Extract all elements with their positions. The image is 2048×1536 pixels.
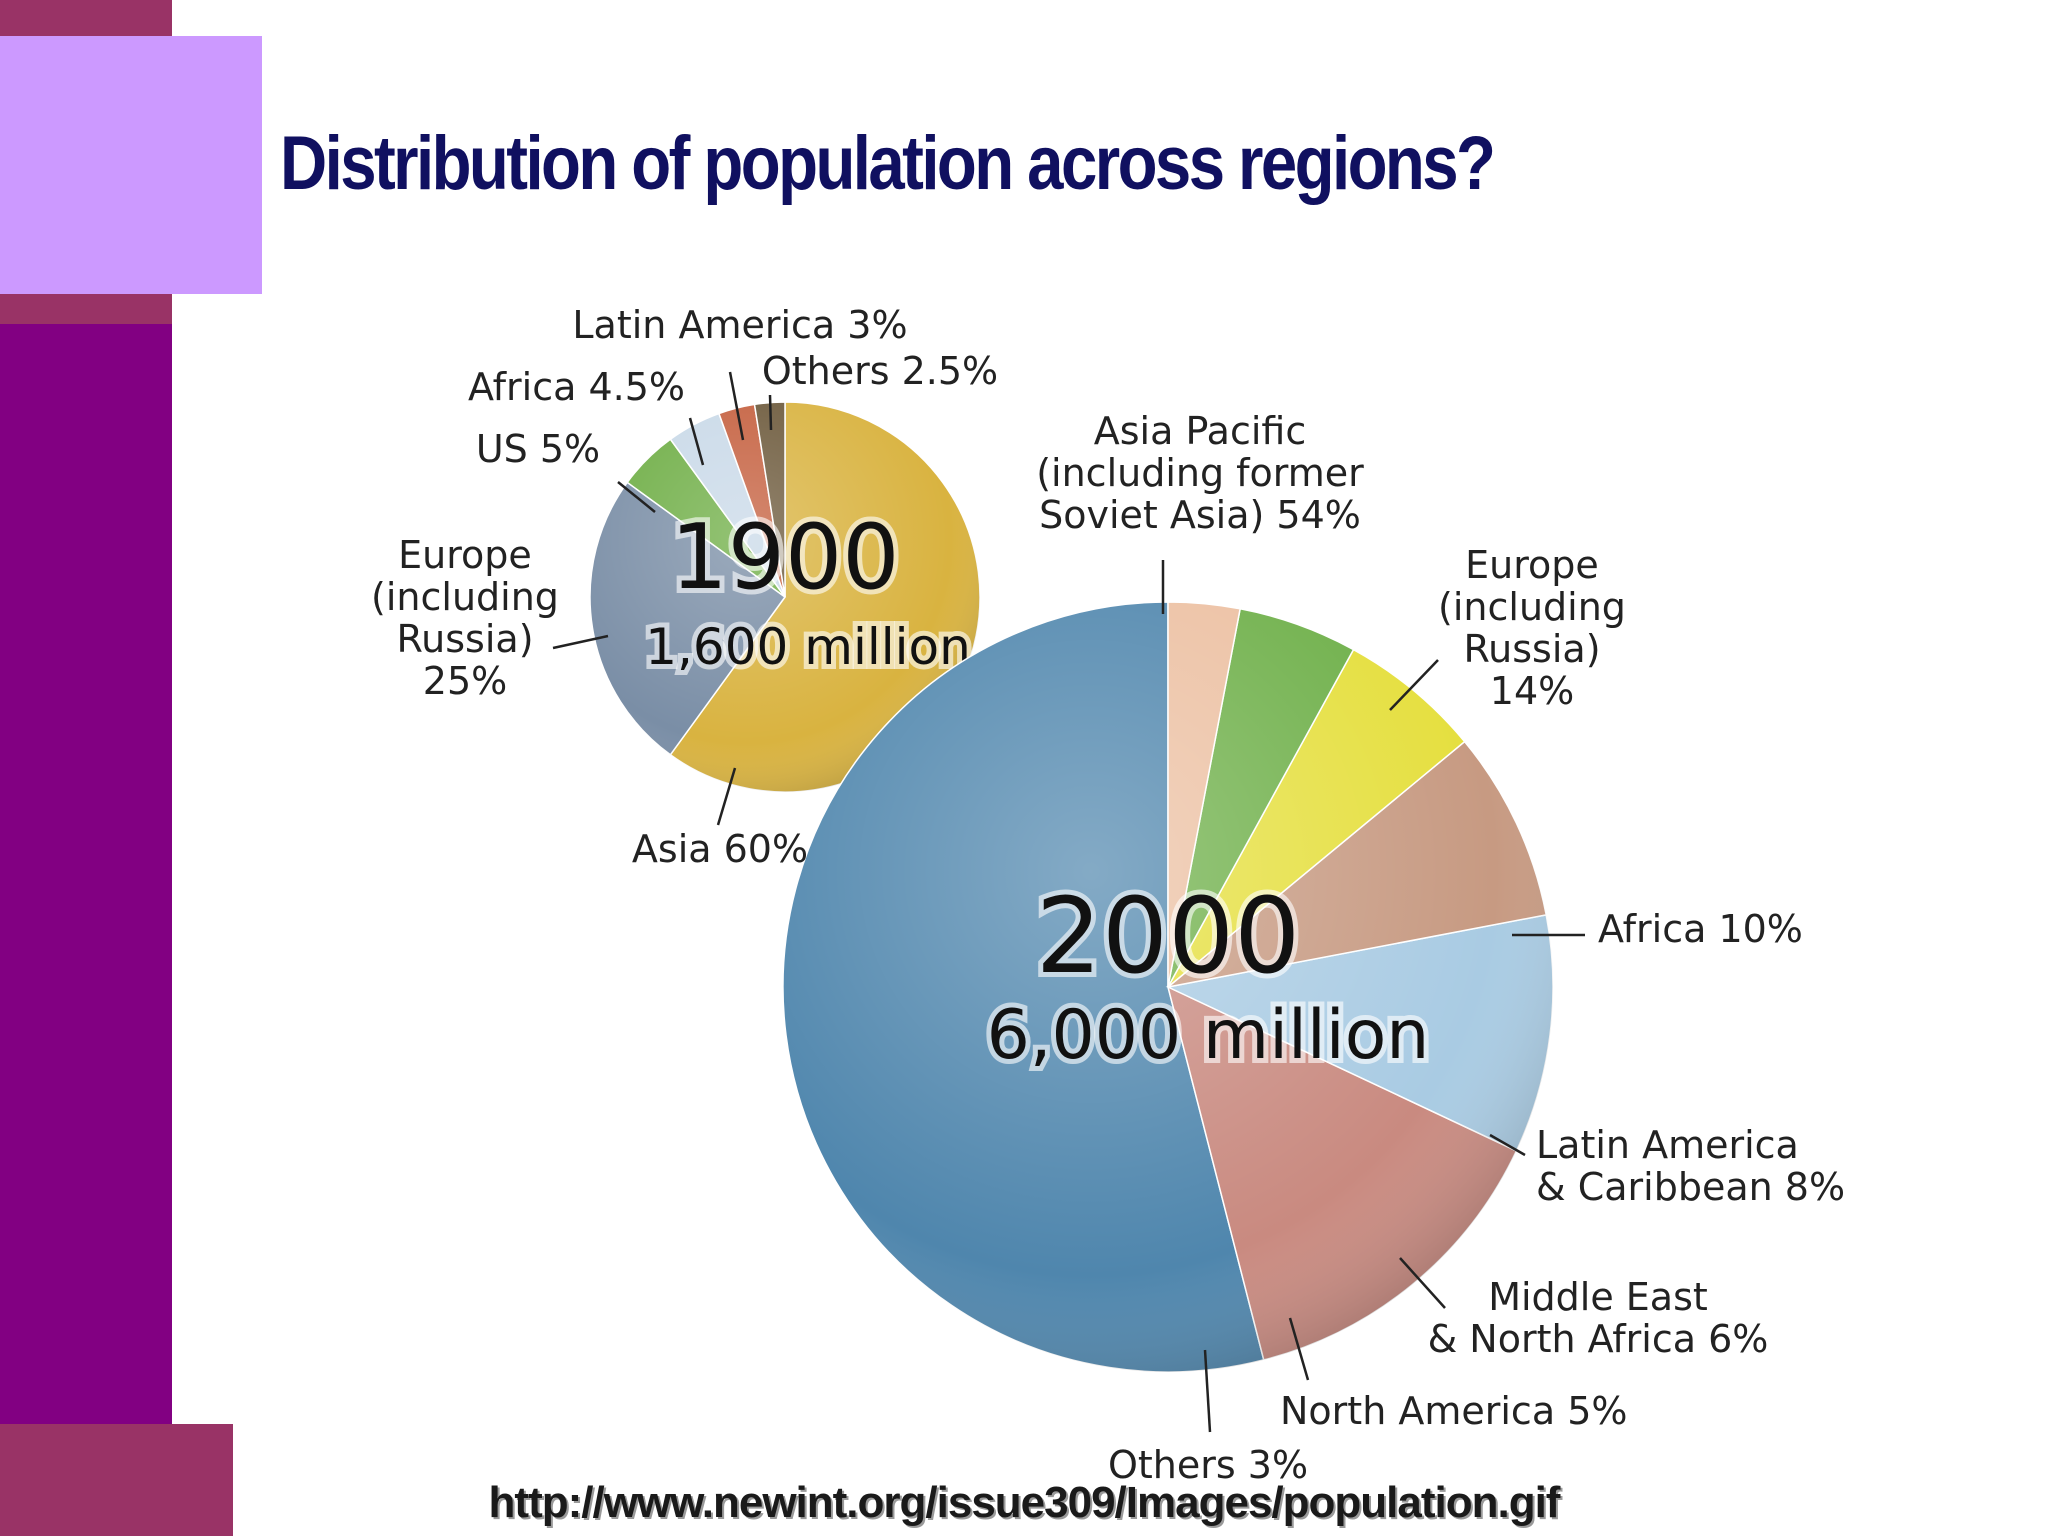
slice-label-1900-others: Others 2.5% xyxy=(762,349,998,393)
total-label-2000: 6,000 million xyxy=(987,996,1430,1075)
slice-label-1900-asia: Asia 60% xyxy=(632,827,808,871)
slice-label-2000-middle-east-and-north-africa: Middle East & North Africa 6% xyxy=(1428,1275,1769,1361)
slice-label-2000-latin-america-and-caribbean: Latin America & Caribbean 8% xyxy=(1536,1123,1845,1209)
mid-accent-dark xyxy=(0,294,172,324)
year-label-2000: 2000 xyxy=(1036,875,1301,997)
slice-label-1900-europe-including-russia: Europe (including Russia) 25% xyxy=(371,533,559,703)
slide-title: Distribution of population across region… xyxy=(280,121,1496,206)
slice-label-1900-africa: Africa 4.5% xyxy=(468,365,685,409)
globe-shading-1900 xyxy=(590,402,980,792)
source-url: http://www.newint.org/issue309/Images/po… xyxy=(488,1478,1561,1527)
slice-label-2000-europe-including-russia: Europe (including Russia) 14% xyxy=(1438,543,1626,713)
slice-label-2000-asia-pacific-including-former-soviet-asia: Asia Pacific (including former Soviet Asia… xyxy=(1036,409,1364,537)
leader-line-1900-asia xyxy=(716,767,737,826)
leader-line-2000-europe-including-russia xyxy=(1389,659,1439,711)
globe-shading-2000 xyxy=(783,602,1553,1372)
slice-labels: Asia 60% Europe (including Russia) 25% US 5% A… xyxy=(371,303,1845,1487)
leader-line-1900-europe-including-russia xyxy=(552,634,609,650)
pie-1900: 1900 1,600 million xyxy=(589,401,981,793)
leader-line-2000-latin-america-and-caribbean xyxy=(1489,1133,1526,1157)
total-label-1900: 1,600 million xyxy=(645,618,971,676)
leader-line-2000-north-america xyxy=(1288,1317,1310,1381)
slice-label-2000-north-america: North America 5% xyxy=(1280,1389,1627,1433)
leader-line-1900-others xyxy=(768,394,773,431)
leader-line-1900-africa xyxy=(688,417,705,466)
year-label-1900: 1900 xyxy=(670,505,899,610)
slice-label-1900-us: US 5% xyxy=(476,427,600,471)
slice-label-1900-latin-america: Latin America 3% xyxy=(572,303,907,347)
top-accent-light xyxy=(0,36,262,294)
leader-line-2000-middle-east-and-north-africa xyxy=(1399,1257,1446,1309)
leader-line-2000-others xyxy=(1203,1349,1212,1433)
bottom-accent-dark xyxy=(0,1424,233,1536)
top-accent-dark xyxy=(0,0,172,36)
slice-label-2000-others: Others 3% xyxy=(1108,1443,1308,1487)
slice-label-2000-africa: Africa 10% xyxy=(1598,907,1803,951)
leader-line-1900-us xyxy=(617,481,656,513)
leader-line-1900-latin-america xyxy=(728,371,745,441)
